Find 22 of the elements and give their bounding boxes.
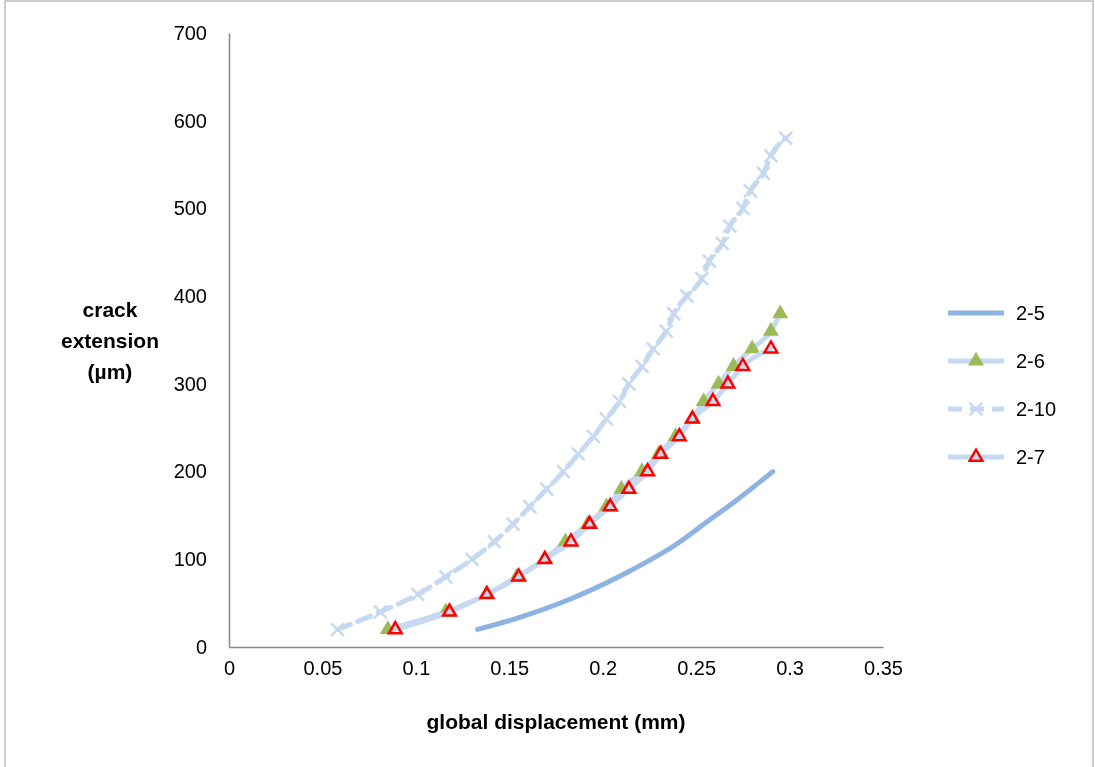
x-tick-label: 0.1	[402, 657, 431, 680]
legend-label: 2-10	[1016, 398, 1057, 420]
y-tick-label: 300	[173, 372, 207, 395]
x-tick-label: 0.2	[589, 657, 618, 680]
legend-label: 2-7	[1016, 446, 1045, 468]
y-tick-label: 600	[173, 109, 207, 132]
y-tick-label: 0	[195, 635, 207, 658]
x-tick-label: 0.35	[864, 657, 903, 680]
y-axis-title: crack extension (µm)	[60, 298, 160, 383]
y-tick-label: 100	[173, 548, 207, 571]
x-tick-label: 0	[223, 657, 236, 680]
x-tick-label: 0.3	[776, 657, 804, 680]
y-tick-label: 400	[173, 285, 207, 308]
x-axis-title: global displacement (mm)	[426, 710, 686, 733]
y-tick-label: 500	[173, 197, 207, 220]
x-tick-label: 0.15	[490, 657, 530, 680]
legend-label: 2-5	[1016, 302, 1045, 324]
legend-label: 2-6	[1016, 350, 1045, 372]
x-tick-label: 0.25	[677, 657, 717, 680]
x-tick-label: 0.05	[303, 657, 343, 680]
y-tick-label: 700	[173, 21, 207, 44]
y-tick-label: 200	[173, 460, 207, 483]
